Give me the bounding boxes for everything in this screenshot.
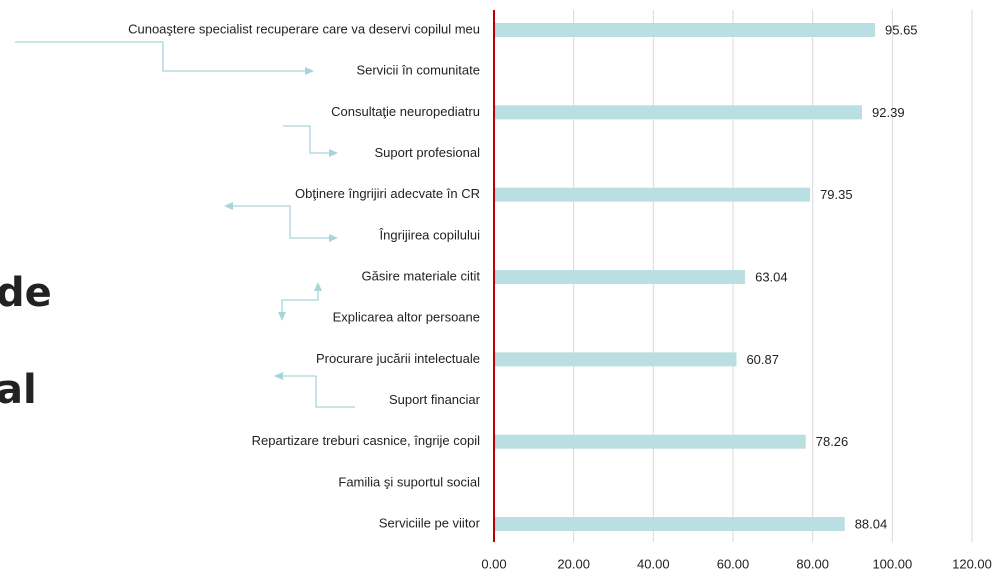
- x-tick-label: 0.00: [481, 556, 506, 571]
- value-label: 92.39: [872, 105, 905, 120]
- bar: [494, 270, 746, 285]
- y-tick-label: Suport profesional: [374, 145, 480, 160]
- y-tick-label: Serviciile pe viitor: [379, 515, 481, 530]
- bar: [494, 23, 876, 37]
- x-tick-label: 60.00: [717, 556, 750, 571]
- y-tick-label: Suport financiar: [389, 392, 481, 407]
- value-label: 60.87: [746, 352, 779, 367]
- y-tick-label: Servicii în comunitate: [356, 63, 480, 78]
- x-tick-label: 120.00: [952, 556, 992, 571]
- y-tick-label: Îngrijirea copilului: [379, 227, 481, 242]
- bar: [494, 517, 845, 532]
- value-label: 95.65: [885, 22, 918, 37]
- x-tick-label: 40.00: [637, 556, 670, 571]
- y-tick-label: Explicarea altor persoane: [333, 310, 480, 325]
- y-tick-label: Repartizare treburi casnice, îngrije cop…: [252, 433, 480, 448]
- bar: [494, 105, 863, 120]
- y-tick-label: Procurare jucării intelectuale: [316, 351, 480, 366]
- bar: [494, 187, 811, 202]
- y-tick-label: Cunoaştere specialist recuperare care va…: [128, 21, 480, 36]
- bar: [494, 434, 806, 449]
- annotation: de: [0, 270, 52, 316]
- value-label: 78.26: [816, 434, 849, 449]
- value-label: 63.04: [755, 269, 788, 284]
- connectors: [15, 41, 355, 408]
- y-tick-label: Familia şi suportul social: [338, 474, 480, 489]
- x-tick-label: 100.00: [872, 556, 912, 571]
- x-tick-label: 80.00: [796, 556, 829, 571]
- value-label: 88.04: [855, 516, 888, 531]
- y-tick-label: Obţinere îngrijiri adecvate în CR: [295, 186, 480, 201]
- annotation: al: [0, 367, 37, 413]
- bar: [494, 352, 737, 367]
- value-label: 79.35: [820, 187, 853, 202]
- y-tick-label: Găsire materiale citit: [362, 268, 481, 283]
- x-tick-label: 20.00: [557, 556, 590, 571]
- y-tick-label: Consultaţie neuropediatru: [331, 104, 480, 119]
